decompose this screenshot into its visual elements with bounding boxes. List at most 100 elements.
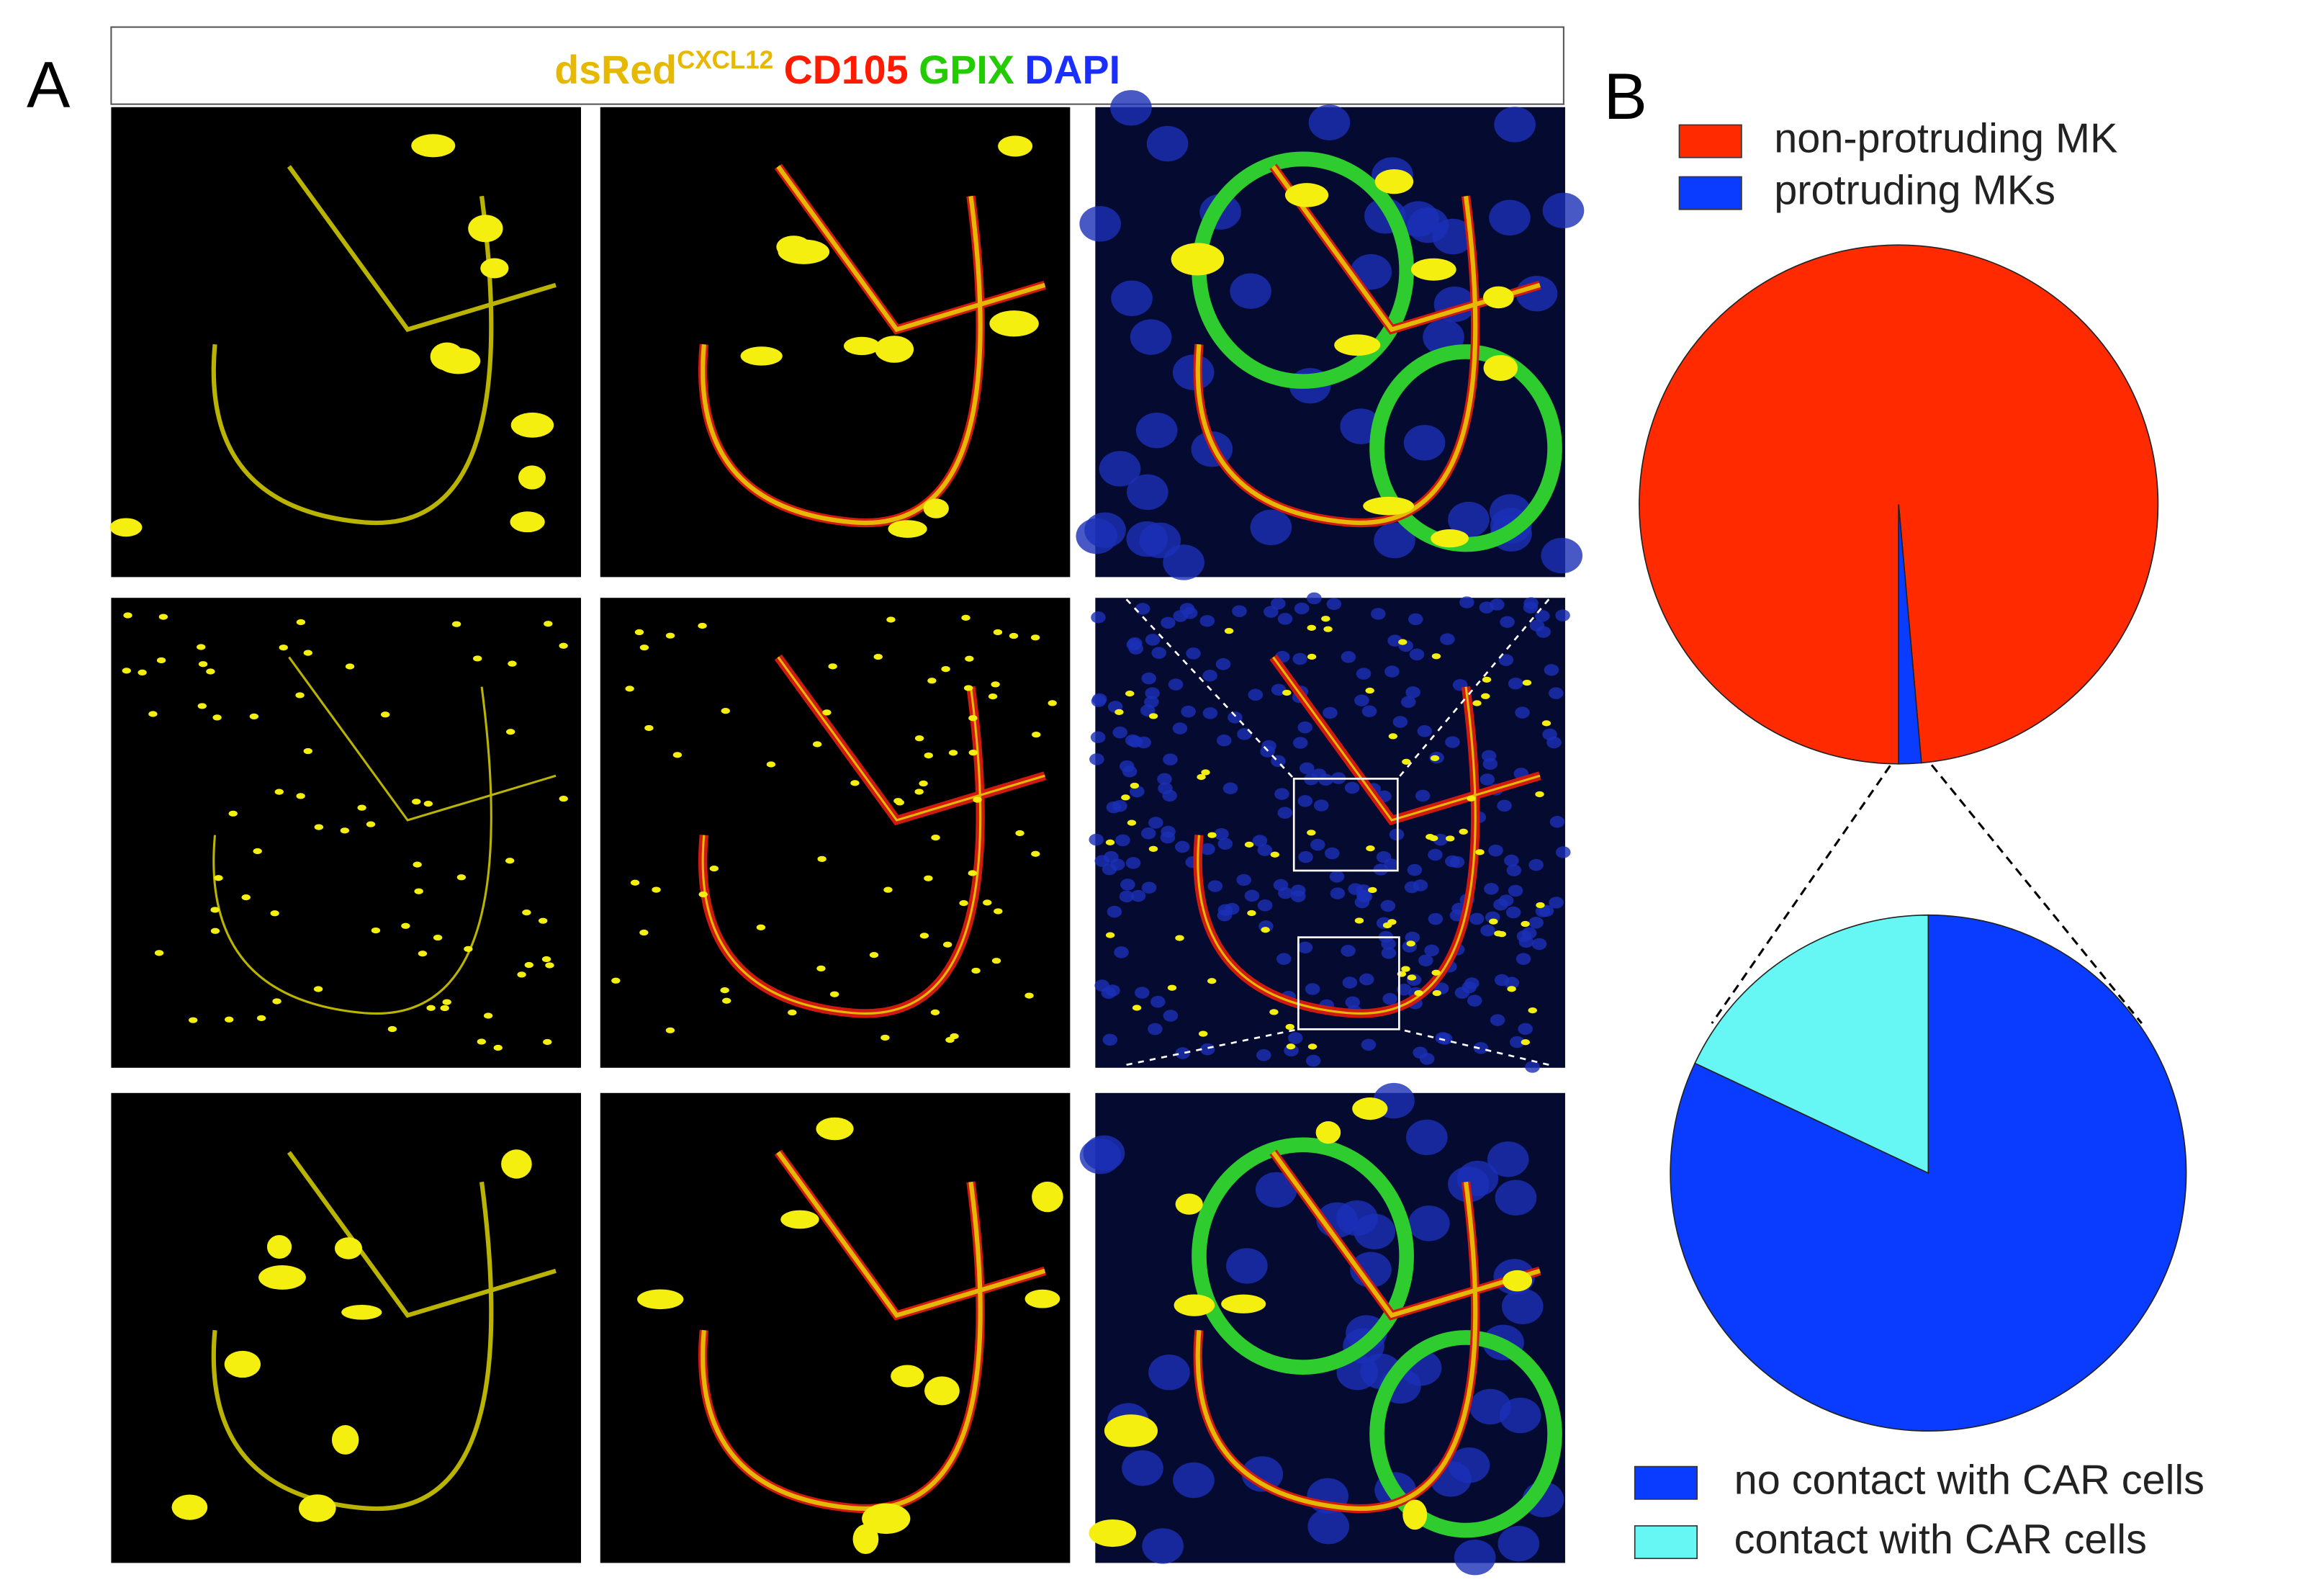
micrograph xyxy=(600,598,1071,1068)
legend-label: contact with CAR cells xyxy=(1734,1517,2147,1563)
legend-label: non-protruding MK xyxy=(1774,115,2117,161)
nucleus xyxy=(1079,1138,1122,1174)
nucleus xyxy=(1158,782,1173,794)
nucleus xyxy=(1125,734,1140,747)
car-cell xyxy=(123,612,132,619)
nucleus xyxy=(1409,648,1425,661)
car-cell xyxy=(625,686,634,692)
car-cell xyxy=(968,870,977,876)
nucleus xyxy=(1469,1388,1511,1425)
nucleus xyxy=(1256,1049,1271,1061)
nucleus xyxy=(1490,598,1505,611)
nucleus xyxy=(1428,912,1444,925)
nucleus xyxy=(1535,610,1550,622)
nucleus xyxy=(1172,722,1188,735)
car-cell xyxy=(401,922,410,929)
nucleus xyxy=(1292,737,1308,749)
nucleus xyxy=(1307,1508,1350,1545)
nucleus xyxy=(1341,945,1356,957)
car-cell xyxy=(1167,984,1177,991)
stain-gpix: GPIX xyxy=(919,48,1014,92)
car-cell xyxy=(426,1005,436,1011)
car-cell xyxy=(930,1009,940,1015)
nucleus xyxy=(1515,706,1530,719)
car-cell xyxy=(249,713,259,720)
nucleus xyxy=(1354,694,1369,706)
car-cell xyxy=(539,917,548,924)
nucleus xyxy=(1228,711,1243,724)
nucleus xyxy=(1161,825,1176,838)
nucleus xyxy=(1107,905,1122,918)
car-cell xyxy=(816,965,826,972)
car-cell xyxy=(1201,769,1210,776)
car-cell xyxy=(480,258,509,279)
nucleus xyxy=(1531,938,1547,951)
car-cell xyxy=(210,907,220,913)
car-cell xyxy=(1171,243,1225,276)
car-cell xyxy=(433,934,443,941)
nucleus xyxy=(1361,1038,1377,1051)
nucleus xyxy=(1273,879,1289,891)
car-cell xyxy=(1521,920,1530,928)
nucleus xyxy=(1487,1141,1529,1177)
car-cell xyxy=(644,724,654,732)
car-cell xyxy=(1285,1023,1294,1030)
nucleus xyxy=(1529,619,1545,632)
car-cell xyxy=(862,1503,911,1535)
car-cell xyxy=(510,511,545,533)
car-cell xyxy=(1368,886,1377,894)
micrograph-bg xyxy=(1095,107,1565,578)
car-cell xyxy=(1481,693,1490,699)
car-cell xyxy=(334,1237,363,1259)
car-cell xyxy=(272,998,282,1005)
car-cell xyxy=(991,958,1001,964)
nucleus xyxy=(1428,848,1443,861)
car-cell xyxy=(971,967,981,974)
nucleus xyxy=(1175,840,1190,853)
car-cell xyxy=(295,692,305,699)
nucleus xyxy=(1224,902,1240,915)
car-cell xyxy=(941,665,950,673)
car-cell xyxy=(914,735,924,742)
car-cell xyxy=(1414,990,1423,997)
nucleus xyxy=(1089,833,1104,846)
nucleus xyxy=(1330,887,1346,899)
nucleus xyxy=(1525,1061,1540,1073)
car-cell xyxy=(1374,169,1414,194)
car-cell xyxy=(998,135,1033,157)
nucleus xyxy=(1214,828,1229,840)
car-cell xyxy=(456,874,467,881)
nucleus xyxy=(1313,799,1329,812)
nucleus xyxy=(1518,935,1534,948)
car-cell xyxy=(1535,791,1544,798)
car-cell xyxy=(544,621,553,627)
car-cell xyxy=(701,656,1045,1015)
car-cell xyxy=(756,924,766,930)
car-cell xyxy=(611,977,621,984)
car-cell xyxy=(1402,758,1411,765)
nucleus xyxy=(1528,858,1544,871)
car-cell xyxy=(1315,1121,1341,1144)
car-cell xyxy=(1030,634,1040,641)
car-cell xyxy=(1032,732,1041,738)
nucleus xyxy=(1150,995,1166,1008)
nucleus xyxy=(1323,706,1338,719)
nucleus xyxy=(1297,941,1313,954)
nucleus xyxy=(1250,509,1292,546)
nucleus xyxy=(1473,1042,1489,1054)
car-cell xyxy=(766,761,776,768)
car-cell xyxy=(493,1044,503,1051)
nucleus xyxy=(1504,976,1520,989)
car-cell xyxy=(919,933,929,939)
car-cell xyxy=(109,518,143,537)
nucleus xyxy=(1135,412,1178,449)
car-cell xyxy=(313,986,323,992)
nucleus xyxy=(1318,773,1333,786)
nucleus xyxy=(1396,983,1412,996)
car-cell xyxy=(1207,832,1217,838)
car-cell xyxy=(224,1350,261,1378)
car-cell xyxy=(822,709,832,716)
car-cell xyxy=(1429,835,1438,842)
car-cell xyxy=(740,346,783,366)
